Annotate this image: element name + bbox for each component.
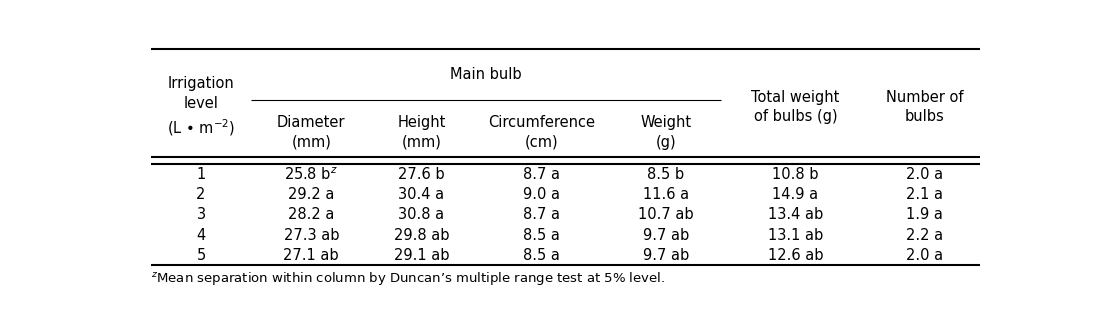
Text: 2.0 a: 2.0 a (907, 167, 943, 182)
Text: 2.2 a: 2.2 a (907, 228, 943, 243)
Text: Diameter
(mm): Diameter (mm) (277, 115, 345, 150)
Text: 13.1 ab: 13.1 ab (768, 228, 823, 243)
Text: 30.4 a: 30.4 a (398, 187, 445, 202)
Text: 4: 4 (196, 228, 205, 243)
Text: 25.8 b$^z$: 25.8 b$^z$ (285, 166, 339, 183)
Text: 13.4 ab: 13.4 ab (768, 207, 823, 222)
Text: 9.7 ab: 9.7 ab (643, 248, 689, 263)
Text: 14.9 a: 14.9 a (772, 187, 818, 202)
Text: 8.7 a: 8.7 a (523, 207, 560, 222)
Text: 8.7 a: 8.7 a (523, 167, 560, 182)
Text: 27.6 b: 27.6 b (398, 167, 445, 182)
Text: Circumference
(cm): Circumference (cm) (488, 115, 595, 150)
Text: 2.1 a: 2.1 a (907, 187, 943, 202)
Text: 8.5 a: 8.5 a (523, 228, 559, 243)
Text: 27.3 ab: 27.3 ab (283, 228, 339, 243)
Text: Irrigation
level
(L • m$^{-2}$): Irrigation level (L • m$^{-2}$) (167, 76, 235, 138)
Text: Total weight
of bulbs (g): Total weight of bulbs (g) (751, 90, 839, 124)
Text: 10.8 b: 10.8 b (772, 167, 818, 182)
Text: Height
(mm): Height (mm) (397, 115, 446, 150)
Text: 5: 5 (196, 248, 205, 263)
Text: Weight
(g): Weight (g) (641, 115, 692, 150)
Text: 9.7 ab: 9.7 ab (643, 228, 689, 243)
Text: 29.1 ab: 29.1 ab (394, 248, 449, 263)
Text: 29.8 ab: 29.8 ab (394, 228, 449, 243)
Text: 10.7 ab: 10.7 ab (639, 207, 694, 222)
Text: 2.0 a: 2.0 a (907, 248, 943, 263)
Text: 2: 2 (196, 187, 206, 202)
Text: 11.6 a: 11.6 a (643, 187, 689, 202)
Text: Number of
bulbs: Number of bulbs (886, 90, 964, 124)
Text: 8.5 a: 8.5 a (523, 248, 559, 263)
Text: 1.9 a: 1.9 a (907, 207, 943, 222)
Text: Main bulb: Main bulb (450, 67, 522, 82)
Text: 12.6 ab: 12.6 ab (768, 248, 823, 263)
Text: 27.1 ab: 27.1 ab (283, 248, 339, 263)
Text: 9.0 a: 9.0 a (523, 187, 560, 202)
Text: 8.5 b: 8.5 b (647, 167, 685, 182)
Text: 29.2 a: 29.2 a (288, 187, 334, 202)
Text: 30.8 a: 30.8 a (398, 207, 445, 222)
Text: 28.2 a: 28.2 a (288, 207, 334, 222)
Text: 3: 3 (196, 207, 205, 222)
Text: $^z$Mean separation within column by Duncan’s multiple range test at 5% level.: $^z$Mean separation within column by Dun… (151, 270, 665, 287)
Text: 1: 1 (196, 167, 205, 182)
